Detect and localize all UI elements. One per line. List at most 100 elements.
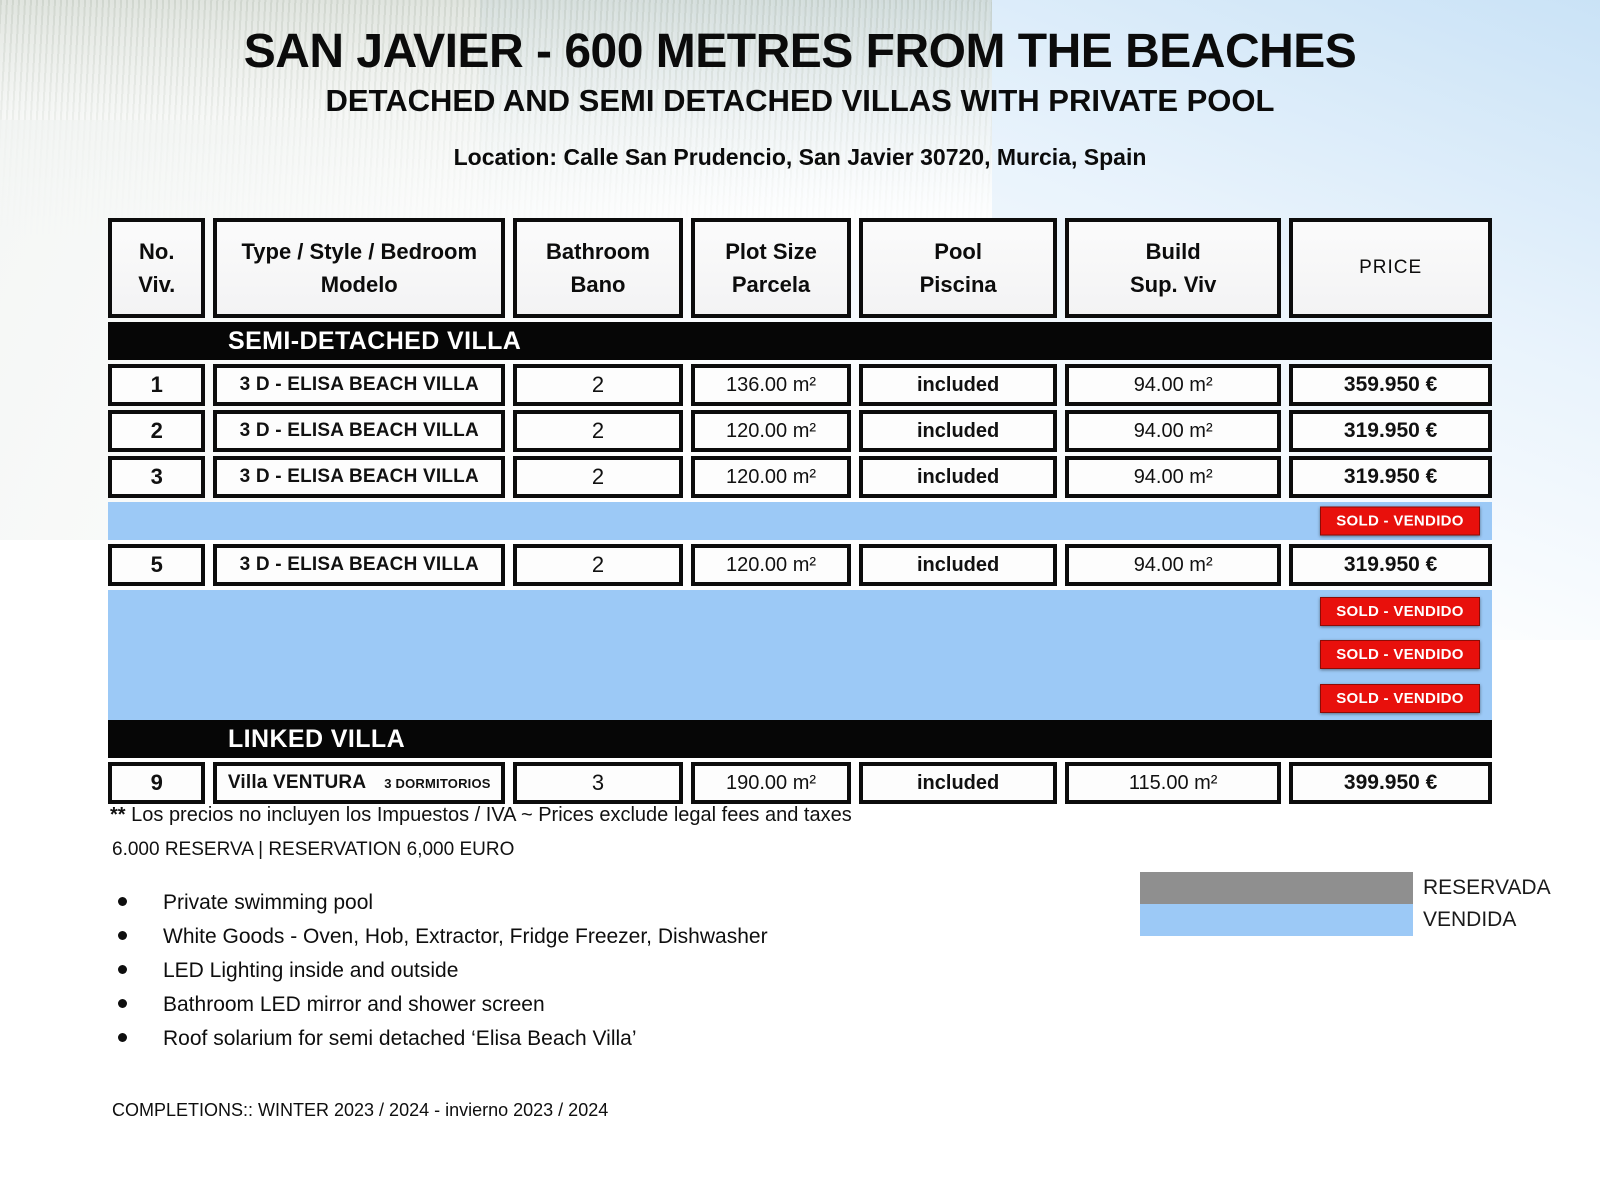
sold-badge: SOLD - VENDIDO [1320, 683, 1480, 713]
feature-item: LED Lighting inside and outside [118, 960, 768, 982]
flyer-header: SAN JAVIER - 600 METRES FROM THE BEACHES… [0, 25, 1600, 171]
page-title: SAN JAVIER - 600 METRES FROM THE BEACHES [243, 25, 1357, 78]
cell-price: 319.950 € [1289, 544, 1492, 586]
table-row: 9 Villa VENTURA 3 DORMITORIOS 3 190.00 m² inc… [108, 762, 1492, 804]
status-legend: RESERVADA VENDIDA [1140, 872, 1551, 936]
cell-model-subtext: 3 DORMITORIOS [384, 775, 491, 791]
feature-list: Private swimming pool White Goods - Oven,… [118, 891, 768, 1062]
cell-build-size: 115.00 m² [1065, 762, 1282, 804]
legend-label: RESERVADA [1423, 876, 1551, 899]
cell-build-size: 94.00 m² [1065, 456, 1282, 498]
cell-build-size: 94.00 m² [1065, 544, 1282, 586]
sold-badge: SOLD - VENDIDO [1320, 640, 1480, 670]
cell-bathrooms: 2 [513, 410, 683, 452]
location-line: Location: Calle San Prudencio, San Javie… [453, 144, 1147, 171]
sold-badge: SOLD - VENDIDO [1320, 506, 1480, 536]
sold-rows-group: SOLD - VENDIDO SOLD - VENDIDO SOLD - VENDI… [108, 590, 1492, 720]
column-header-line1: Type / Style / Bedroom [241, 239, 478, 264]
column-header-line2: Parcela [731, 272, 811, 297]
cell-bathrooms: 2 [513, 364, 683, 406]
cell-price: 319.950 € [1289, 410, 1492, 452]
cell-model: 3 D - ELISA BEACH VILLA [213, 410, 506, 452]
cell-pool: included [859, 544, 1058, 586]
cell-build-size: 94.00 m² [1065, 364, 1282, 406]
column-header-line2: Sup. Viv [1129, 272, 1217, 297]
column-header-line2: Modelo [320, 272, 398, 297]
cell-model: Villa VENTURA 3 DORMITORIOS [213, 762, 506, 804]
cell-pool: included [859, 364, 1058, 406]
feature-text: Private swimming pool [163, 891, 374, 914]
cell-plot-size: 120.00 m² [690, 456, 852, 498]
column-header-line1: Bathroom [546, 239, 650, 264]
column-header: Bathroom Bano [513, 218, 683, 318]
feature-item: Bathroom LED mirror and shower screen [118, 994, 768, 1016]
feature-text: Roof solarium for semi detached ‘Elisa B… [163, 1027, 637, 1051]
column-header: Type / Style / Bedroom Modelo [213, 218, 506, 318]
page-subtitle: DETACHED AND SEMI DETACHED VILLAS WITH P… [325, 82, 1275, 118]
cell-unit-number: 2 [108, 410, 206, 452]
cell-plot-size: 190.00 m² [690, 762, 852, 804]
footnote-asterisks: ** [110, 804, 126, 826]
section-header-label: SEMI-DETACHED VILLA [228, 326, 522, 355]
legend-item: RESERVADA [1140, 872, 1551, 904]
sold-row: SOLD - VENDIDO [108, 502, 1492, 540]
feature-text: White Goods - Oven, Hob, Extractor, Frid… [163, 925, 768, 949]
cell-pool: included [859, 456, 1058, 498]
cell-bathrooms: 3 [513, 762, 683, 804]
column-header: No. Viv. [108, 218, 206, 318]
column-header-line2: Viv. [138, 272, 176, 297]
column-header-line2: Piscina [919, 272, 997, 297]
column-header-line1: Pool [934, 239, 982, 264]
cell-model: 3 D - ELISA BEACH VILLA [213, 456, 506, 498]
reservation-note: 6.000 RESERVA | RESERVATION 6,000 EURO [112, 839, 515, 860]
column-header: Build Sup. Viv [1065, 218, 1282, 318]
cell-build-size: 94.00 m² [1065, 410, 1282, 452]
cell-plot-size: 120.00 m² [690, 410, 852, 452]
bullet-icon [118, 897, 127, 906]
cell-model: 3 D - ELISA BEACH VILLA [213, 544, 506, 586]
cell-bathrooms: 2 [513, 544, 683, 586]
bullet-icon [118, 965, 127, 975]
sold-badge: SOLD - VENDIDO [1320, 597, 1480, 627]
cell-price: 399.950 € [1289, 762, 1492, 804]
cell-model: 3 D - ELISA BEACH VILLA [213, 364, 506, 406]
notes: ** Los precios no incluyen los Impuestos… [110, 804, 852, 861]
cell-pool: included [859, 762, 1058, 804]
feature-text: LED Lighting inside and outside [163, 959, 459, 983]
bullet-icon [118, 931, 127, 941]
column-header-line1: Plot Size [725, 239, 817, 264]
cell-plot-size: 120.00 m² [690, 544, 852, 586]
tax-note: ** Los precios no incluyen los Impuestos… [110, 804, 852, 827]
column-header-line1: No. [139, 239, 175, 264]
table-header-row: No. Viv. Type / Style / Bedroom Modelo Bathr… [108, 218, 1492, 318]
column-header: Plot Size Parcela [690, 218, 852, 318]
section-header: SEMI-DETACHED VILLA [108, 322, 1492, 360]
section-header: LINKED VILLA [108, 720, 1492, 758]
cell-unit-number: 9 [108, 762, 206, 804]
cell-price: 319.950 € [1289, 456, 1492, 498]
section-header-label: LINKED VILLA [228, 724, 406, 753]
tax-note-text: Los precios no incluyen los Impuestos / … [125, 804, 852, 826]
feature-text: Bathroom LED mirror and shower screen [163, 993, 545, 1017]
legend-swatch-reservada [1140, 872, 1413, 904]
column-header-line1: PRICE [1359, 256, 1423, 278]
cell-price: 359.950 € [1289, 364, 1492, 406]
cell-pool: included [859, 410, 1058, 452]
cell-unit-number: 1 [108, 364, 206, 406]
cell-unit-number: 5 [108, 544, 206, 586]
bullet-icon [118, 999, 127, 1009]
cell-bathrooms: 2 [513, 456, 683, 498]
cell-plot-size: 136.00 m² [690, 364, 852, 406]
feature-item: Roof solarium for semi detached ‘Elisa B… [118, 1028, 768, 1050]
feature-item: Private swimming pool [118, 891, 768, 914]
bullet-icon [118, 1033, 127, 1043]
legend-item: VENDIDA [1140, 904, 1551, 936]
completions-line: COMPLETIONS:: WINTER 2023 / 2024 - invie… [112, 1100, 609, 1120]
column-header-line2: Bano [570, 272, 626, 297]
price-table: No. Viv. Type / Style / Bedroom Modelo Bathr… [108, 218, 1492, 808]
